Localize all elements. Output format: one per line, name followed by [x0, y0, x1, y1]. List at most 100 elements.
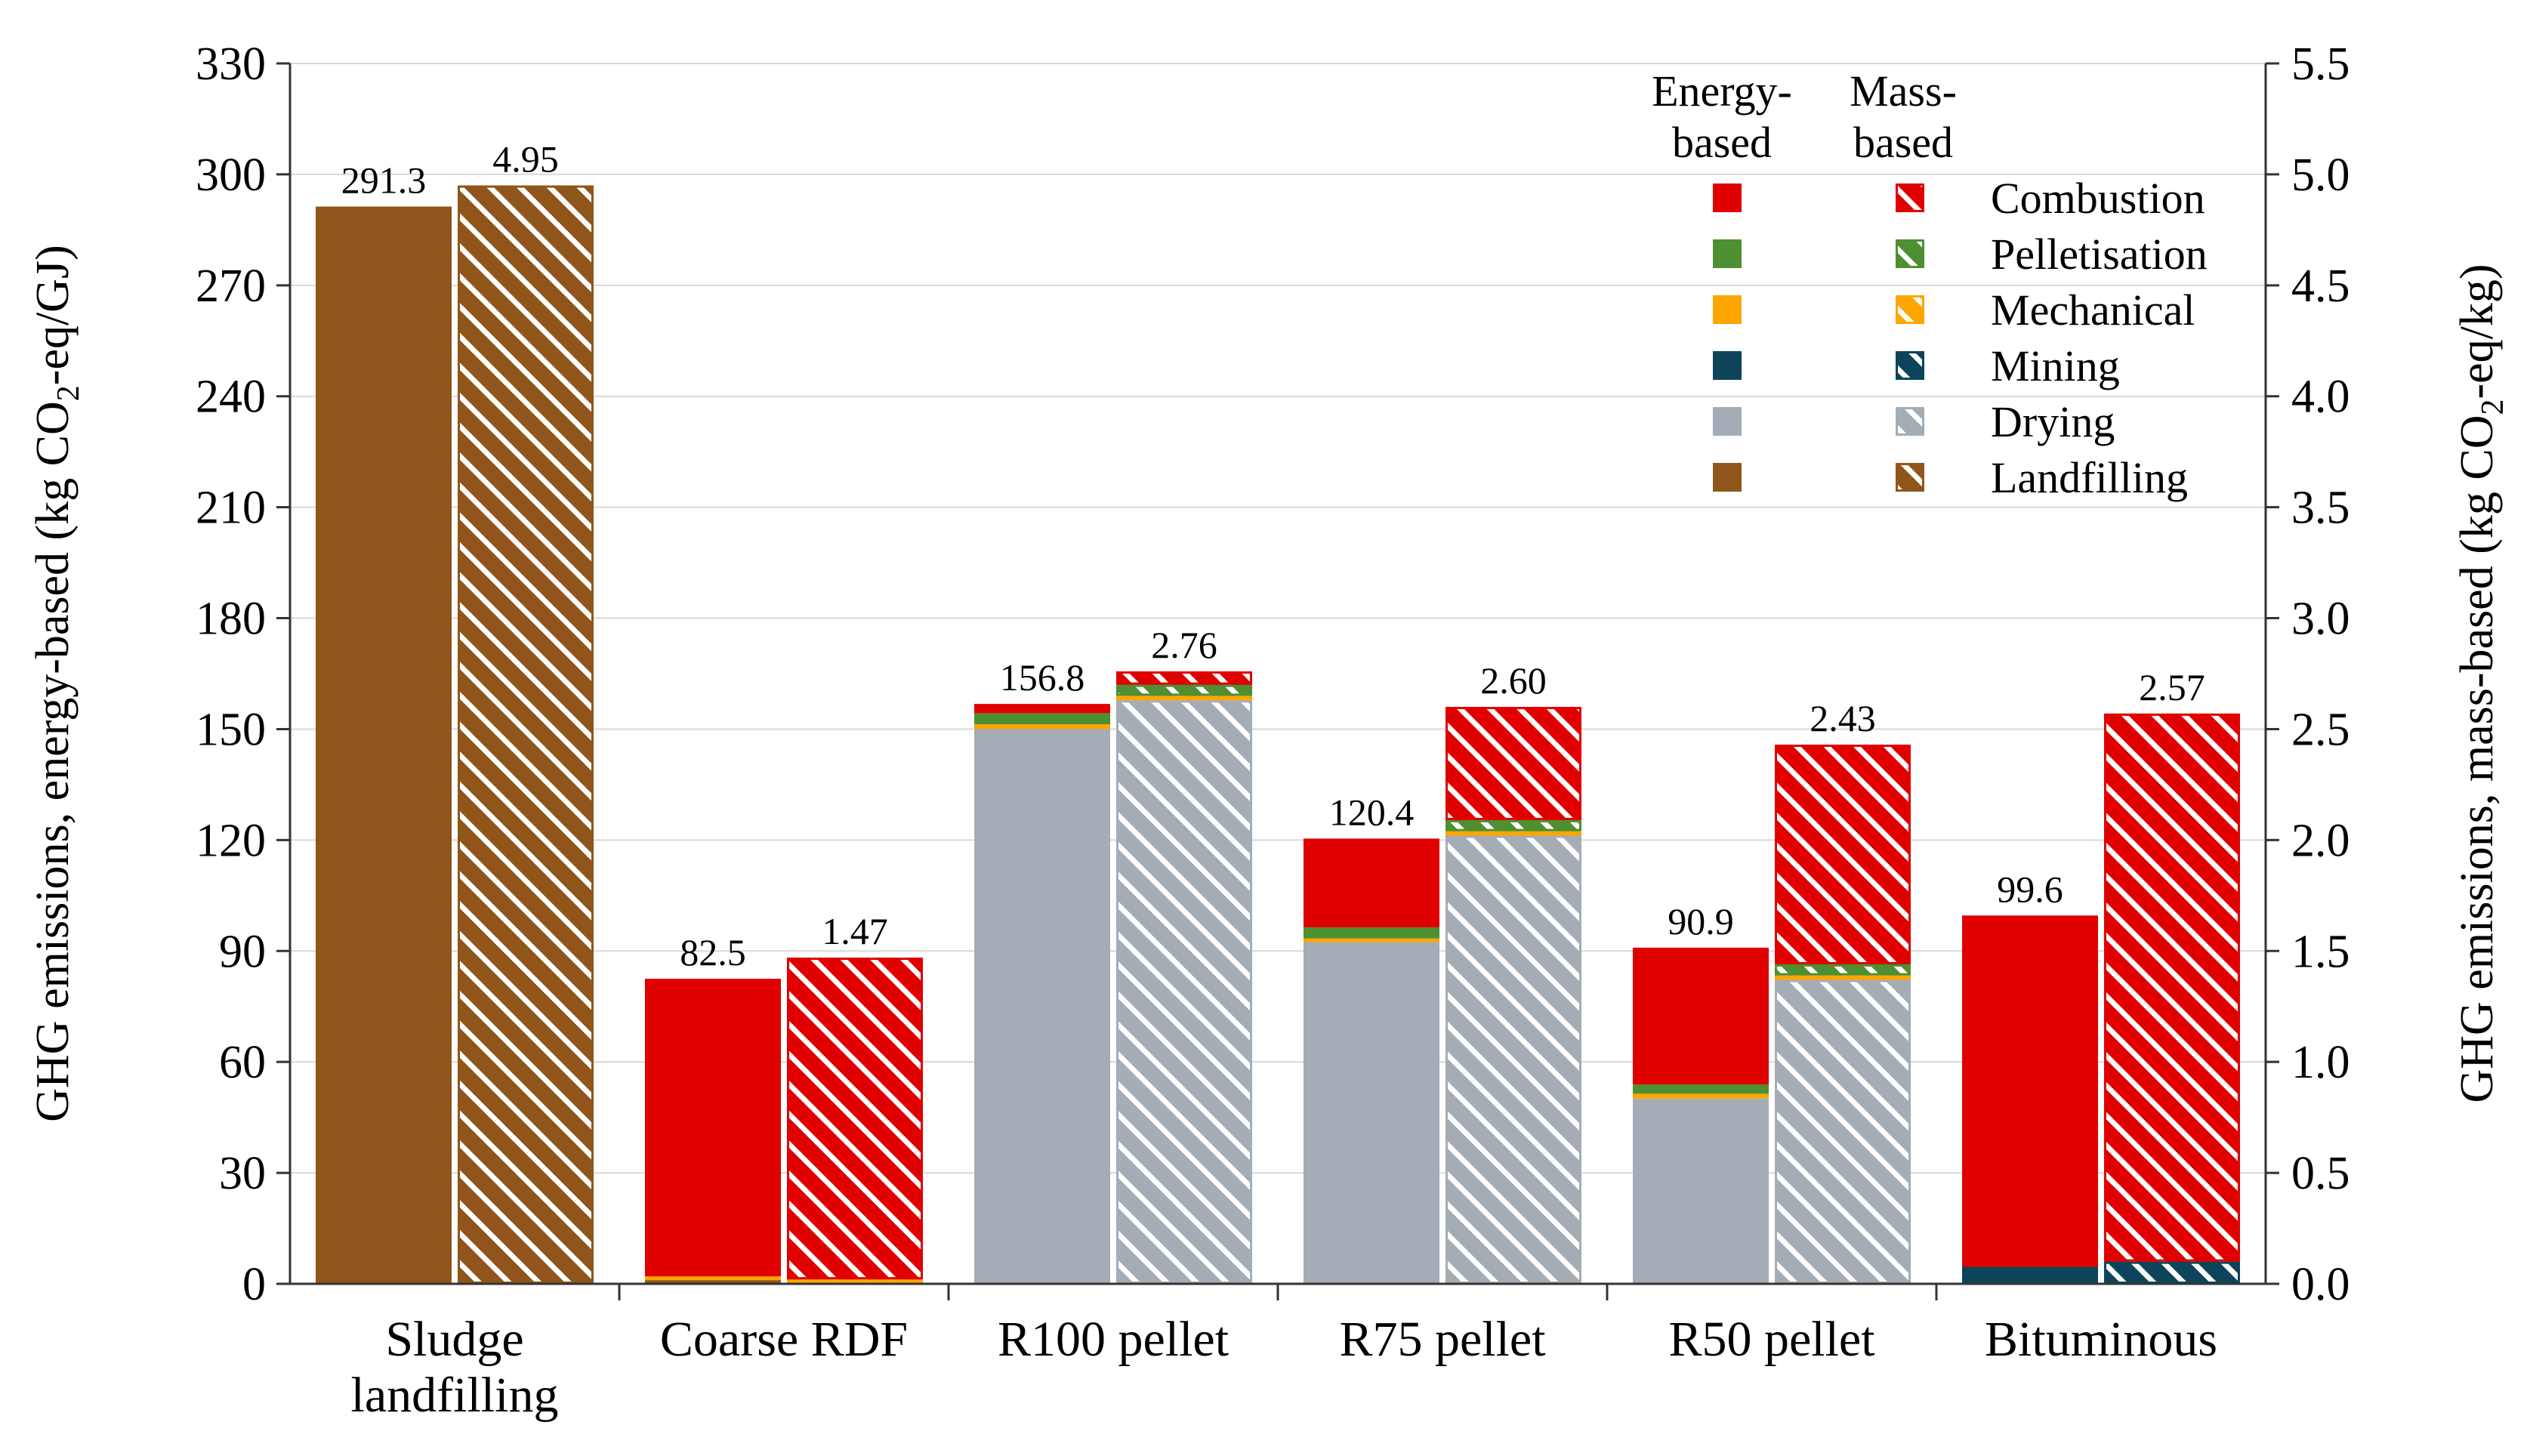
bar-group-3: [1304, 707, 1581, 1285]
bar-energy-pelletisation: [1633, 1084, 1769, 1094]
bar-mass-drying: [1775, 979, 1911, 1285]
bar-energy-landfilling: [645, 1280, 781, 1284]
bar-mass-outline: [2104, 713, 2240, 1262]
legend-swatch-energy: [1713, 351, 1742, 380]
legend-item-drying: Drying: [1713, 397, 2115, 446]
bar-energy-mining: [1962, 1266, 2098, 1284]
legend-label: Combustion: [1991, 174, 2205, 223]
total-label-energy: 156.8: [1000, 656, 1085, 699]
bar-mass-hatch: [1775, 979, 1911, 1284]
bar-mass-pelletisation: [1116, 684, 1252, 696]
bar-mass-hatch: [2104, 1261, 2240, 1284]
category-label: Sludge: [385, 1312, 523, 1367]
legend-swatch-mass-hatch: [1896, 239, 1924, 268]
legend-label: Mechanical: [1991, 285, 2195, 335]
bar-energy-mechanical: [974, 724, 1110, 730]
legend-swatch-mass-outline: [1896, 184, 1924, 212]
legend-item-pelletisation: Pelletisation: [1713, 230, 2208, 279]
bar-mass-combustion: [1445, 707, 1581, 820]
bar-energy-pelletisation: [1304, 927, 1439, 939]
legend-label: Pelletisation: [1991, 230, 2208, 279]
left-tick-label: 180: [196, 594, 266, 645]
bar-mass-hatch: [2104, 713, 2240, 1262]
legend-swatch-mass-outline: [1896, 407, 1924, 436]
legend-label: Landfilling: [1991, 453, 2188, 502]
bar-mass-mining: [2104, 1261, 2240, 1284]
bar-mass-outline: [1775, 964, 1911, 976]
bar-group-2: [974, 671, 1252, 1284]
bar-energy-combustion: [1633, 947, 1769, 1085]
bar-mass-mechanical: [1116, 696, 1252, 701]
left-tick-label: 0: [242, 1259, 266, 1310]
total-label-mass: 2.60: [1480, 659, 1547, 702]
right-tick-label: 0.5: [2291, 1148, 2350, 1199]
legend-swatch-mass-outline: [1896, 463, 1924, 492]
bar-mass-outline: [1116, 696, 1252, 701]
total-label-mass: 2.57: [2139, 666, 2205, 708]
legend-label: Mining: [1991, 341, 2120, 390]
total-label-energy: 82.5: [680, 931, 746, 973]
total-label-energy: 120.4: [1329, 791, 1415, 833]
right-tick-label: 0.0: [2291, 1259, 2350, 1310]
bar-group-4: [1633, 745, 1911, 1285]
bar-mass-outline: [1116, 671, 1252, 685]
bar-energy-drying: [1633, 1098, 1769, 1284]
legend-header-mass: Mass-based: [1850, 66, 1957, 167]
right-tick-label: 1.0: [2291, 1037, 2350, 1088]
right-tick-label: 2.5: [2291, 704, 2350, 755]
bar-energy-combustion: [974, 704, 1110, 714]
bar-mass-outline: [1445, 831, 1581, 836]
bar-energy-pelletisation: [974, 713, 1110, 725]
left-tick-label: 300: [196, 150, 266, 201]
bar-mass-pelletisation: [1775, 964, 1911, 976]
total-labels: 291.3 4.95 82.5 1.47 156.8 2.76 120.4 2.60 90.9 2…: [341, 138, 2205, 973]
bar-mass-drying: [1116, 700, 1252, 1284]
right-tick-label: 4.5: [2291, 261, 2350, 312]
bar-mass-pelletisation: [1445, 819, 1581, 831]
bar-mass-hatch: [1775, 745, 1911, 964]
bar-mass-combustion: [787, 958, 923, 1280]
bar-mass-hatch: [1445, 707, 1581, 820]
bar-energy-combustion: [645, 979, 781, 1277]
bar-mass-combustion: [1116, 671, 1252, 685]
left-tick-label: 330: [196, 39, 266, 90]
bar-mass-hatch: [1445, 819, 1581, 831]
bar-mass-outline: [1775, 745, 1911, 964]
right-tick-label: 5.0: [2291, 150, 2350, 201]
grid-lines: [290, 63, 2266, 1174]
right-tick-label: 3.5: [2291, 483, 2350, 534]
legend: Energy-based Mass-based Combustion Pellet…: [1652, 66, 2208, 502]
bar-mass-hatch: [1775, 964, 1911, 976]
bar-mass-outline: [1445, 819, 1581, 831]
bar-mass-outline: [787, 958, 923, 1280]
bar-mass-mechanical: [1445, 831, 1581, 836]
bar-group-0: [316, 185, 594, 1285]
right-tick-label: 5.5: [2291, 39, 2350, 90]
total-label-mass: 1.47: [822, 910, 888, 952]
legend-swatch-mass-hatch: [1896, 351, 1924, 380]
legend-item-mining: Mining: [1713, 341, 2120, 390]
left-tick-label: 60: [219, 1037, 266, 1088]
bar-mass-hatch: [458, 185, 594, 1285]
legend-swatch-energy: [1713, 463, 1742, 492]
left-tick-label: 150: [196, 704, 266, 755]
left-tick-label: 120: [196, 815, 266, 866]
left-tick-label: 90: [219, 926, 266, 977]
bar-group-5: [1962, 713, 2240, 1284]
bar-mass-outline: [787, 1279, 923, 1285]
left-tick-label: 240: [196, 372, 266, 423]
bar-energy-mechanical: [1304, 938, 1439, 942]
legend-label: Drying: [1991, 397, 2115, 446]
bar-mass-hatch: [1445, 835, 1581, 1284]
legend-swatch-mass-outline: [1896, 351, 1924, 380]
legend-swatch-mass-hatch: [1896, 463, 1924, 492]
bar-energy-landfilling: [316, 206, 452, 1285]
legend-item-combustion: Combustion: [1713, 174, 2205, 223]
right-tick-label: 2.0: [2291, 815, 2350, 866]
bar-mass-drying: [1445, 835, 1581, 1285]
bar-energy-mechanical: [645, 1276, 781, 1281]
total-label-mass: 2.76: [1151, 624, 1217, 666]
right-axis-title: GHG emissions, mass-based (kg CO2-eq/kg): [2451, 264, 2510, 1103]
